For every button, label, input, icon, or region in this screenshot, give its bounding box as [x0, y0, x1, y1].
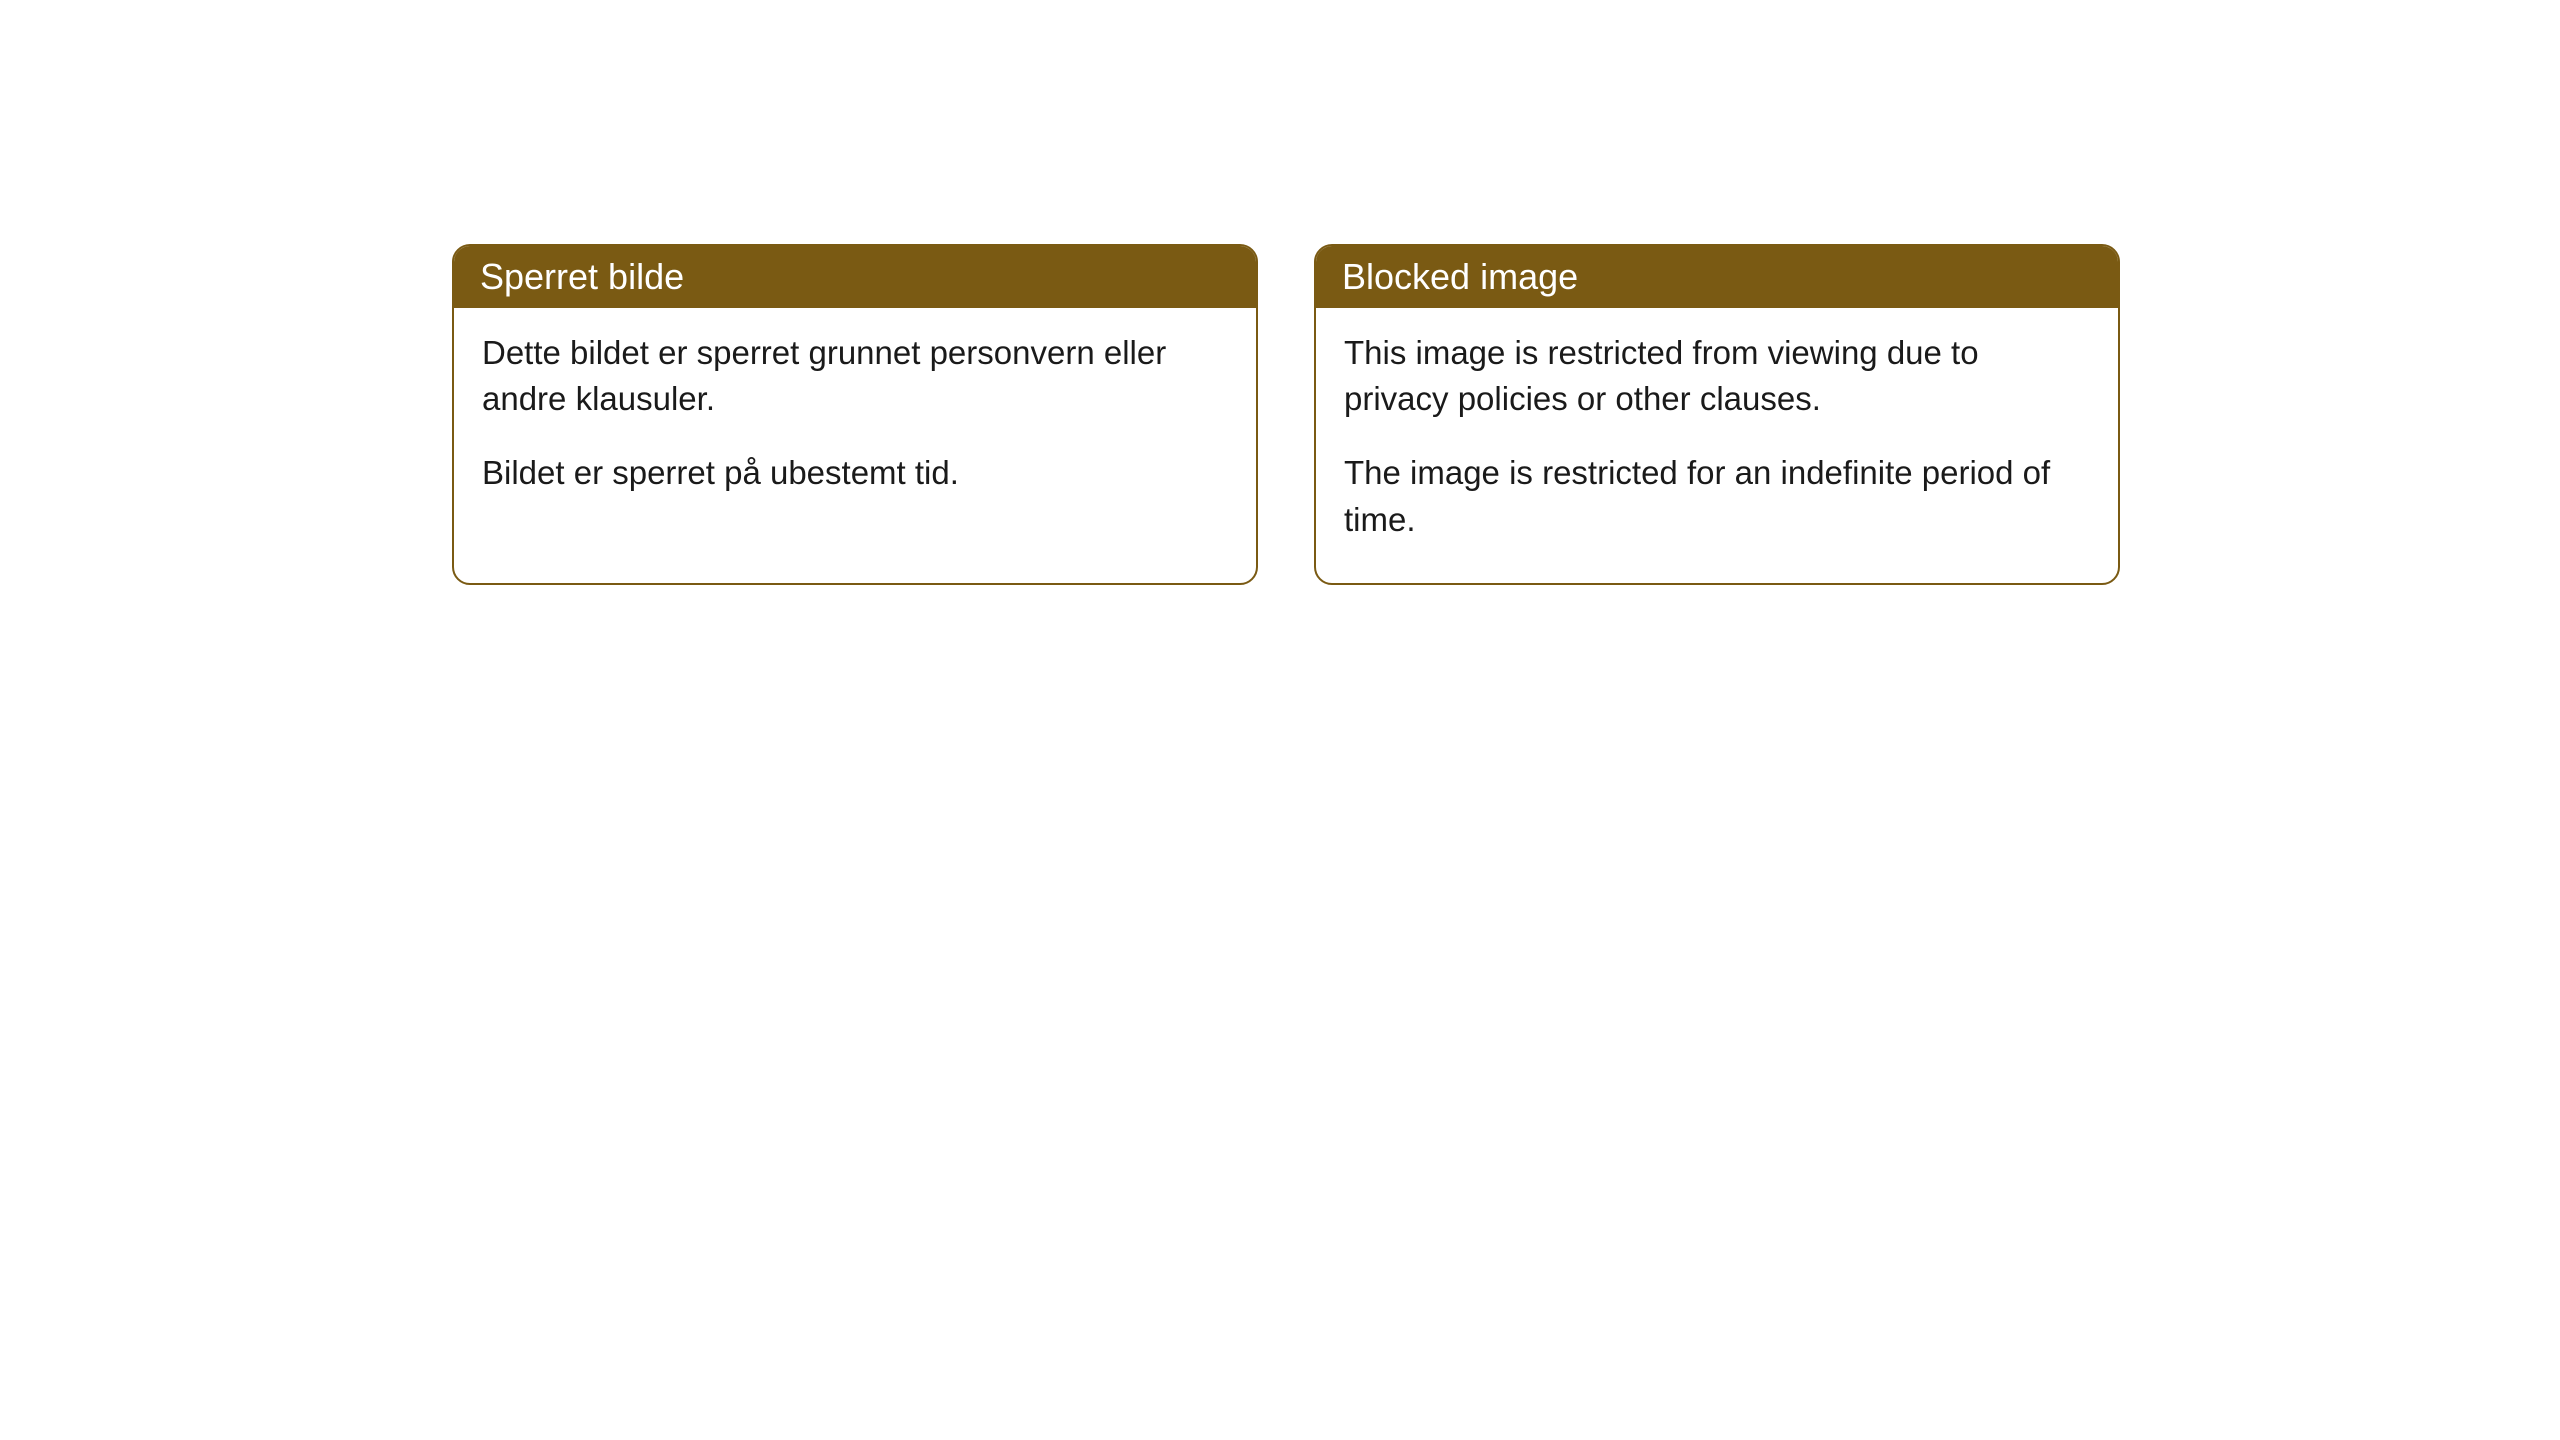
card-header-norwegian: Sperret bilde: [454, 246, 1256, 308]
card-body-norwegian: Dette bildet er sperret grunnet personve…: [454, 308, 1256, 537]
notice-cards-container: Sperret bilde Dette bildet er sperret gr…: [452, 244, 2560, 585]
card-title: Blocked image: [1342, 256, 1578, 297]
card-paragraph: The image is restricted for an indefinit…: [1344, 450, 2090, 542]
card-body-english: This image is restricted from viewing du…: [1316, 308, 2118, 583]
card-title: Sperret bilde: [480, 256, 684, 297]
notice-card-norwegian: Sperret bilde Dette bildet er sperret gr…: [452, 244, 1258, 585]
card-paragraph: Dette bildet er sperret grunnet personve…: [482, 330, 1228, 422]
card-paragraph: This image is restricted from viewing du…: [1344, 330, 2090, 422]
card-header-english: Blocked image: [1316, 246, 2118, 308]
notice-card-english: Blocked image This image is restricted f…: [1314, 244, 2120, 585]
card-paragraph: Bildet er sperret på ubestemt tid.: [482, 450, 1228, 496]
